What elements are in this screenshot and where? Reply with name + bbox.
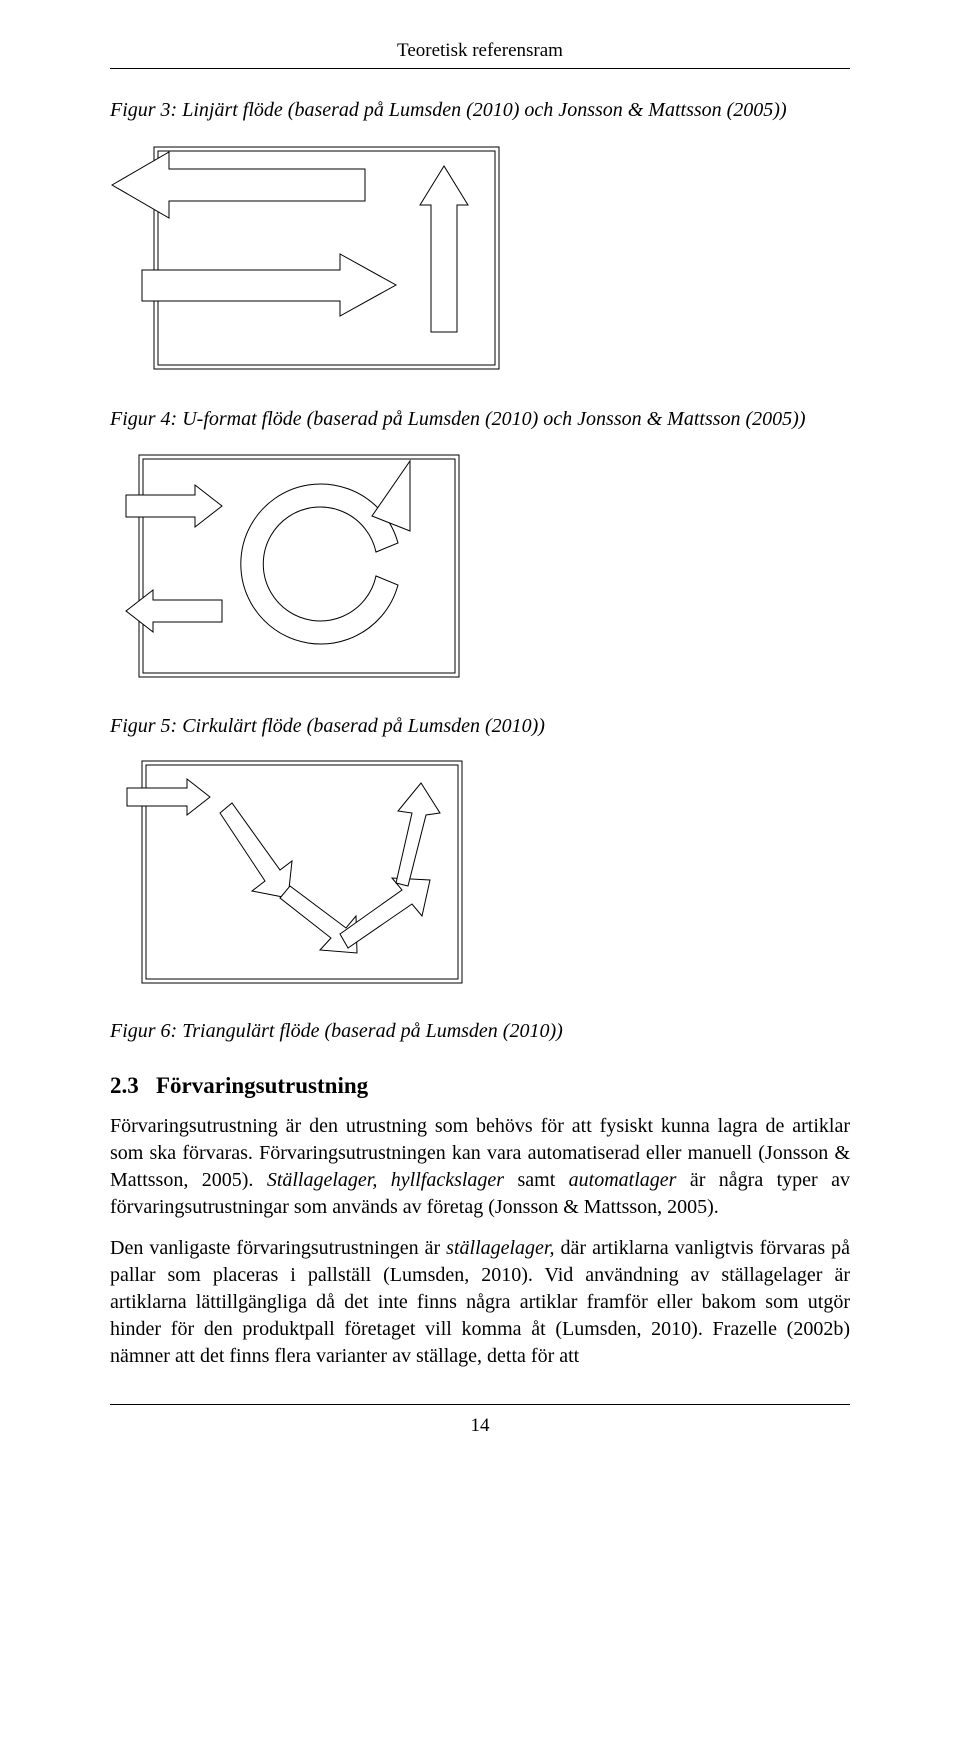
- fig3-diagram: [110, 142, 850, 372]
- p2-italic-1: ställagelager,: [446, 1237, 554, 1259]
- fig5-caption: Figur 5: Cirkulärt flöde (baserad på Lum…: [110, 715, 850, 738]
- bottom-rule: [110, 1404, 850, 1405]
- section-heading: 2.3 Förvaringsutrustning: [110, 1073, 850, 1099]
- page: Teoretisk referensram Figur 3: Linjärt f…: [0, 0, 960, 1467]
- linear-flow-svg: [110, 142, 502, 372]
- p1-text-b: samt: [504, 1169, 569, 1191]
- fig4-caption: Figur 4: U-format flöde (baserad på Lums…: [110, 408, 850, 431]
- section-number: 2.3: [110, 1073, 139, 1098]
- fig5-diagram: [110, 758, 850, 984]
- section-title: Förvaringsutrustning: [156, 1073, 368, 1098]
- p1-italic-2: automatlager: [569, 1169, 677, 1191]
- p2-text-a: Den vanligaste förvaringsutrustningen är: [110, 1237, 446, 1259]
- fig4-diagram: [110, 451, 850, 679]
- u-flow-svg: [110, 451, 462, 679]
- p1-italic-1: Ställagelager, hyllfackslager: [267, 1169, 504, 1191]
- fig6-caption: Figur 6: Triangulärt flöde (baserad på L…: [110, 1020, 850, 1043]
- fig3-caption: Figur 3: Linjärt flöde (baserad på Lumsd…: [110, 99, 850, 122]
- running-head: Teoretisk referensram: [110, 40, 850, 62]
- top-rule: [110, 68, 850, 69]
- page-number: 14: [110, 1415, 850, 1467]
- paragraph-2: Den vanligaste förvaringsutrustningen är…: [110, 1235, 850, 1370]
- paragraph-1: Förvaringsutrustning är den utrustning s…: [110, 1113, 850, 1221]
- circular-flow-svg: [110, 758, 464, 984]
